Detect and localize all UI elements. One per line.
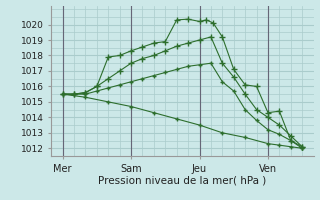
X-axis label: Pression niveau de la mer( hPa ): Pression niveau de la mer( hPa ) (98, 175, 267, 185)
